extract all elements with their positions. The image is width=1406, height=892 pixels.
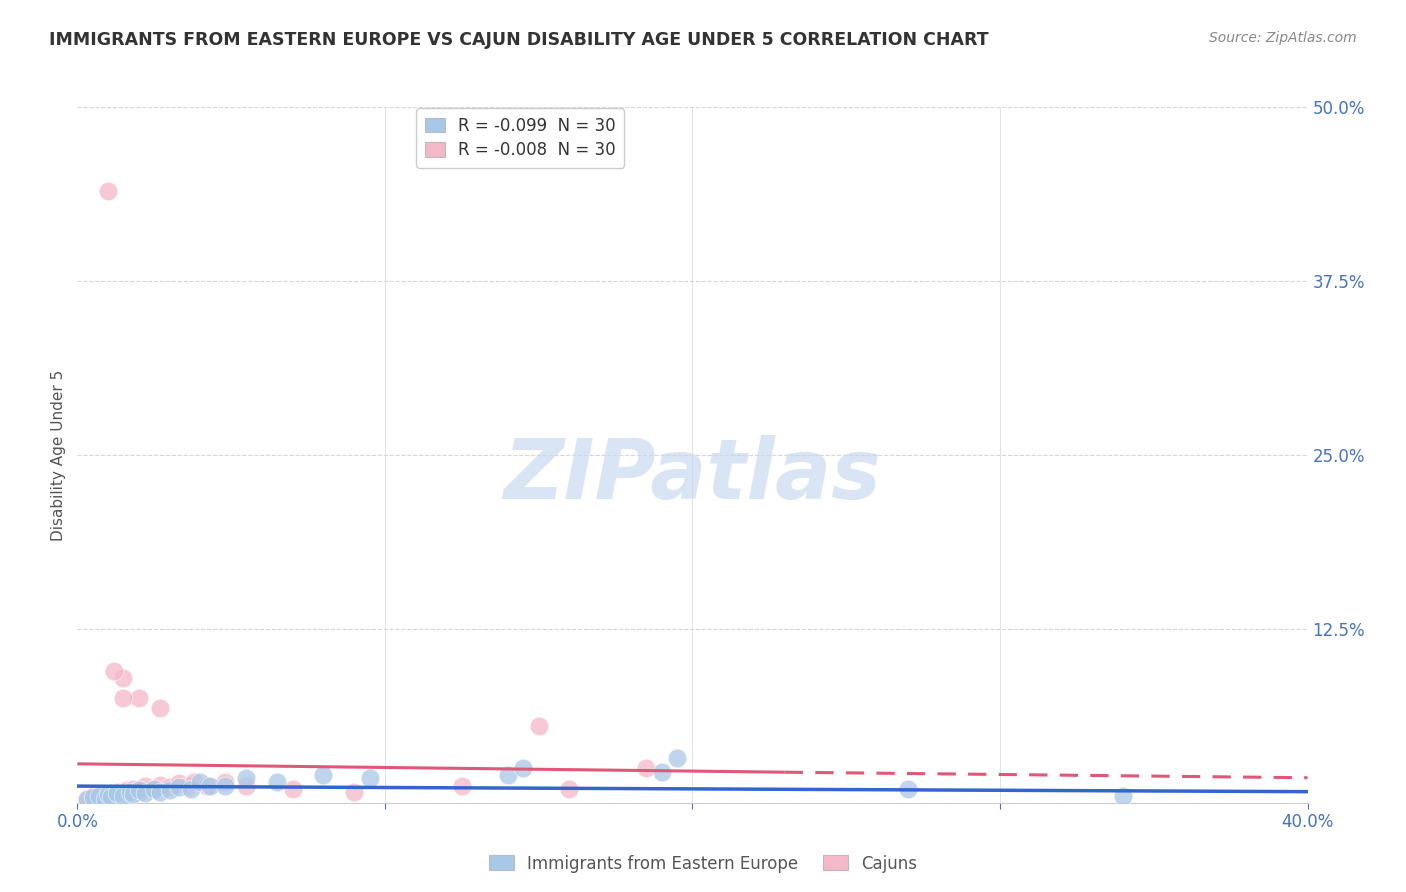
Point [266,775,288,789]
Point [103,788,125,802]
Point [97,789,120,803]
Point [143,781,166,796]
Point [82,789,104,803]
Point [195,779,218,793]
Point [159,783,181,797]
Point [897,781,920,796]
Point [636,761,658,775]
Point [558,781,581,796]
Point [76,791,98,805]
Point [198,779,221,793]
Point [94,791,117,805]
Point [359,771,381,785]
Legend: R = -0.099  N = 30, R = -0.008  N = 30: R = -0.099 N = 30, R = -0.008 N = 30 [416,109,624,168]
Point [100,786,122,800]
Point [112,789,135,803]
Point [121,781,143,796]
Point [97,788,120,802]
Point [235,771,257,785]
Point [183,775,205,789]
Point [1112,789,1135,803]
Y-axis label: Disability Age Under 5: Disability Age Under 5 [51,369,66,541]
Legend: Immigrants from Eastern Europe, Cajuns: Immigrants from Eastern Europe, Cajuns [482,848,924,880]
Point [281,781,304,796]
Point [103,664,125,678]
Point [115,783,138,797]
Point [149,701,172,715]
Point [121,788,143,802]
Point [214,775,236,789]
Point [134,779,156,793]
Point [128,691,150,706]
Text: Source: ZipAtlas.com: Source: ZipAtlas.com [1209,31,1357,45]
Point [149,778,172,792]
Point [312,768,335,782]
Point [527,719,550,733]
Point [82,790,104,805]
Point [128,785,150,799]
Point [512,761,534,775]
Point [105,786,128,800]
Point [214,779,236,793]
Point [188,775,212,789]
Point [666,751,689,765]
Point [105,785,128,799]
Point [149,785,172,799]
Point [97,184,120,198]
Point [167,780,190,795]
Point [450,779,472,793]
Point [134,786,156,800]
Point [84,790,107,805]
Point [90,788,114,802]
Point [496,768,519,782]
Point [177,779,200,793]
Point [128,783,150,797]
Point [651,765,673,780]
Text: IMMIGRANTS FROM EASTERN EUROPE VS CAJUN DISABILITY AGE UNDER 5 CORRELATION CHART: IMMIGRANTS FROM EASTERN EUROPE VS CAJUN … [49,31,988,49]
Point [112,671,135,685]
Point [76,791,98,805]
Point [112,786,135,800]
Point [159,780,181,795]
Point [100,790,122,805]
Point [235,779,257,793]
Point [143,781,166,796]
Point [87,789,110,803]
Point [118,785,141,799]
Point [112,691,135,706]
Point [343,785,366,799]
Text: ZIPatlas: ZIPatlas [503,435,882,516]
Point [167,776,190,790]
Point [180,781,202,796]
